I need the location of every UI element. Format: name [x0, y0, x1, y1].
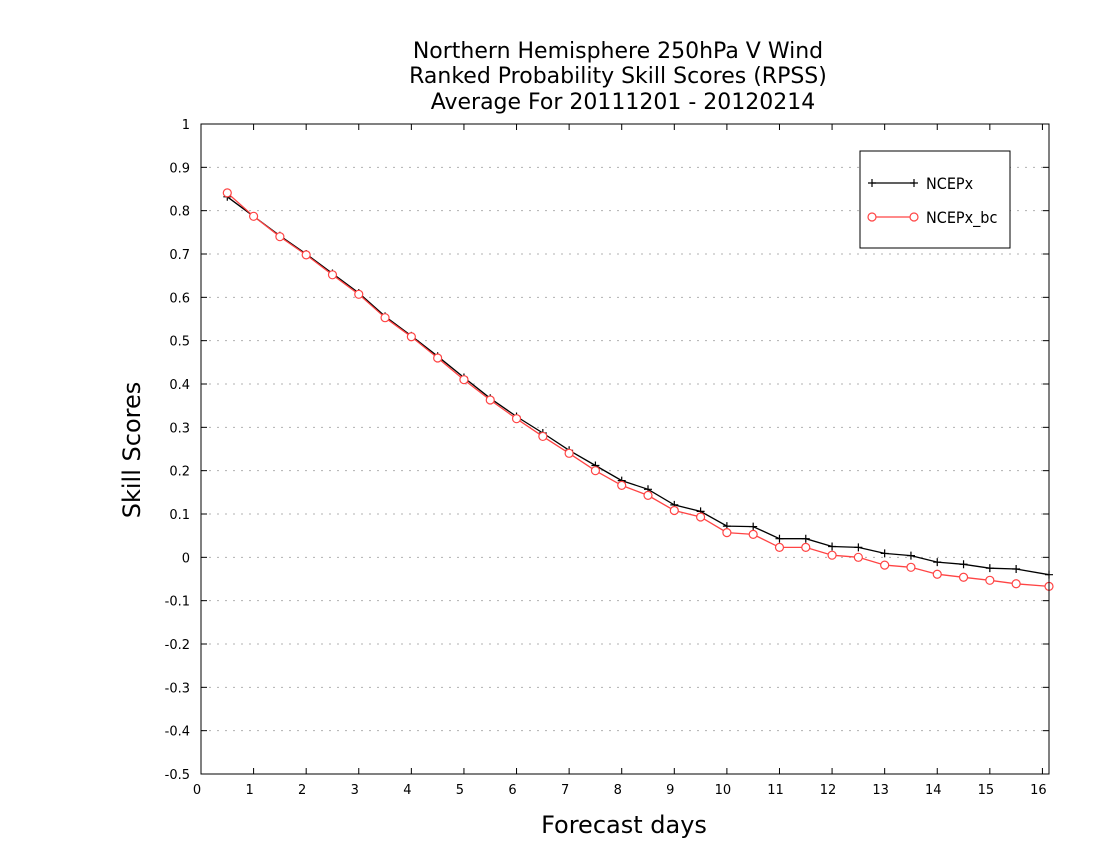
x-tick-label: 6: [508, 783, 516, 798]
x-tick-label: 0: [193, 783, 201, 798]
point-ncepx: [906, 551, 915, 560]
legend-box: [859, 150, 1011, 249]
point-ncepx-bc: [722, 528, 732, 538]
point-ncepx: [749, 522, 758, 531]
point-ncepx-bc: [617, 480, 627, 490]
y-axis-label: Skill Scores: [118, 382, 146, 519]
point-ncepx-bc: [485, 395, 495, 405]
x-tick-label: 16: [1030, 783, 1047, 798]
series-line-ncepx: [226, 196, 1050, 576]
y-tick-label: 0.2: [169, 465, 190, 480]
point-ncepx-bc: [801, 542, 811, 552]
x-tick-label: 8: [614, 783, 622, 798]
point-ncepx-bc: [748, 529, 758, 539]
y-tick-label: 0.6: [169, 291, 190, 306]
point-ncepx-bc: [406, 332, 416, 342]
y-tick-label: -0.5: [165, 768, 190, 783]
x-tick-label: 14: [925, 783, 942, 798]
series-line-ncepx-bc: [226, 192, 1050, 588]
legend: NCEPx NCEPx_bc: [859, 150, 1011, 249]
point-ncepx-bc: [511, 414, 522, 424]
point-ncepx-bc: [248, 211, 259, 221]
point-ncepx-bc: [433, 353, 443, 363]
point-ncepx-bc: [695, 512, 706, 522]
point-ncepx-bc: [380, 313, 390, 323]
point-ncepx: [854, 543, 863, 552]
point-ncepx: [775, 534, 784, 543]
y-tick-label: -0.4: [165, 725, 190, 740]
point-ncepx-bc: [1011, 579, 1021, 589]
point-ncepx: [1012, 565, 1021, 574]
legend-marker-ncepx-bc-left: [867, 212, 877, 222]
y-tick-label: 0.1: [169, 508, 190, 523]
point-ncepx-bc: [590, 466, 601, 476]
point-ncepx: [933, 558, 942, 567]
point-ncepx-bc: [275, 232, 285, 242]
point-ncepx-bc: [459, 375, 469, 385]
point-ncepx: [959, 560, 968, 569]
point-ncepx-bc: [564, 448, 574, 458]
x-tick-label: 9: [666, 783, 674, 798]
legend-marker-ncepx-bc-right: [909, 212, 919, 222]
point-ncepx-bc: [354, 289, 364, 299]
point-ncepx-bc: [327, 270, 338, 280]
y-tick-label: 0.5: [169, 335, 190, 350]
x-tick-label: 5: [456, 783, 464, 798]
point-ncepx-bc: [853, 552, 863, 562]
point-ncepx-bc: [643, 490, 653, 500]
y-tick-label: -0.1: [165, 595, 190, 610]
chart-title: Northern Hemisphere 250hPa V Wind Ranked…: [409, 39, 827, 115]
y-tick-label: 0.8: [169, 205, 190, 220]
y-axis-ticks: -0.5 -0.4 -0.3 -0.2 -0.1 0 0.1 0.2 0.3 0.4 0.5 0.6 0…: [165, 118, 1049, 783]
y-tick-label: 1: [182, 118, 190, 133]
title-line-3: Average For 20111201 - 20120214: [431, 90, 816, 115]
x-tick-label: 15: [978, 783, 995, 798]
y-tick-label: -0.2: [165, 638, 190, 653]
y-tick-label: 0.9: [169, 161, 190, 176]
x-tick-label: 7: [561, 783, 569, 798]
gridlines: [201, 166, 1049, 732]
y-tick-label: 0.3: [169, 421, 190, 436]
y-tick-label: 0.4: [169, 378, 190, 393]
title-line-2: Ranked Probability Skill Scores (RPSS): [409, 64, 827, 89]
point-ncepx: [828, 542, 837, 551]
legend-marker-ncepx-right: [910, 179, 918, 187]
x-tick-label: 3: [351, 783, 359, 798]
point-ncepx: [880, 549, 889, 558]
point-ncepx-bc: [880, 560, 890, 570]
y-tick-label: -0.3: [165, 681, 190, 696]
point-ncepx: [801, 534, 810, 543]
plot-frame: [200, 123, 1050, 775]
point-ncepx-bc: [932, 569, 942, 579]
x-tick-label: 2: [298, 783, 306, 798]
x-tick-label: 4: [403, 783, 411, 798]
x-tick-label: 11: [767, 783, 784, 798]
y-tick-label: 0.7: [169, 248, 190, 263]
series-ncepx: [223, 192, 1053, 579]
x-tick-label: 10: [715, 783, 732, 798]
x-tick-label: 13: [872, 783, 889, 798]
legend-marker-ncepx-left: [868, 179, 876, 187]
point-ncepx-bc: [985, 575, 995, 585]
point-ncepx-bc: [906, 562, 916, 572]
point-ncepx-bc: [669, 505, 679, 516]
point-ncepx: [985, 564, 994, 573]
point-ncepx-bc: [774, 542, 785, 552]
x-tick-label: 12: [820, 783, 837, 798]
x-axis-ticks: 0 1 2 3 4 5 6 7 8 9 10 11 12 13 14 15 16: [193, 124, 1047, 798]
x-axis-label: Forecast days: [541, 811, 707, 839]
point-ncepx-bc: [827, 550, 837, 560]
data-series: [222, 188, 1054, 591]
point-ncepx-bc: [222, 188, 232, 198]
point-ncepx-bc: [301, 250, 311, 260]
legend-label-ncepx-bc: NCEPx_bc: [926, 208, 997, 228]
series-ncepx-bc: [222, 188, 1054, 591]
point-ncepx-bc: [538, 431, 548, 442]
point-ncepx-bc: [958, 572, 969, 582]
y-tick-label: 0: [182, 551, 190, 566]
title-line-1: Northern Hemisphere 250hPa V Wind: [413, 39, 823, 64]
legend-label-ncepx: NCEPx: [926, 174, 974, 193]
x-tick-label: 1: [245, 783, 253, 798]
